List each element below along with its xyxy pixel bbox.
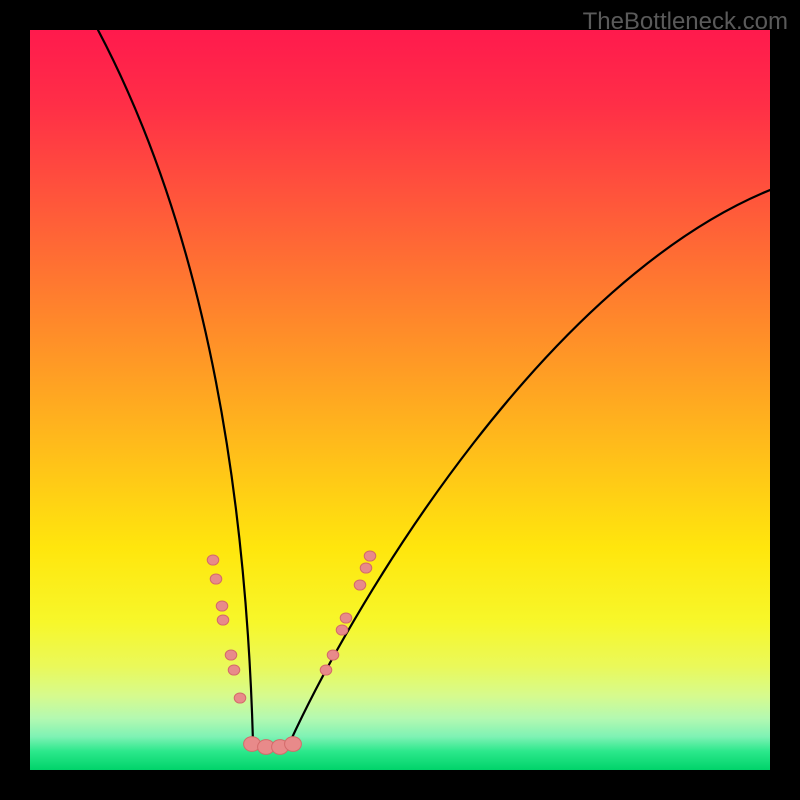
marker-dot: [336, 625, 348, 635]
chart-frame: TheBottleneck.com: [0, 0, 800, 800]
marker-dot: [207, 555, 219, 565]
chart-svg: [30, 30, 770, 770]
gradient-background: [30, 30, 770, 770]
plot-area: [30, 30, 770, 770]
marker-dot: [285, 737, 302, 752]
marker-dot: [234, 693, 246, 703]
marker-dot: [327, 650, 339, 660]
marker-dot: [320, 665, 332, 675]
marker-dot: [360, 563, 372, 573]
marker-dot: [354, 580, 366, 590]
marker-dot: [228, 665, 240, 675]
marker-dot: [340, 613, 352, 623]
marker-dot: [225, 650, 237, 660]
marker-dot: [364, 551, 376, 561]
marker-dot: [217, 615, 229, 625]
marker-dot: [210, 574, 222, 584]
marker-dot: [216, 601, 228, 611]
watermark-text: TheBottleneck.com: [583, 8, 788, 36]
